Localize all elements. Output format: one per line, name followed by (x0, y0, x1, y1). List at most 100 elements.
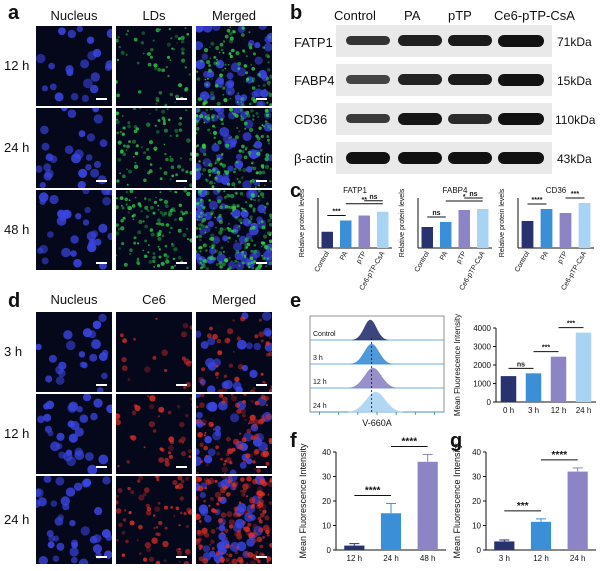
bar (321, 231, 333, 248)
protein-label-fatp1: FATP1 (294, 35, 333, 50)
y-tick-label: 40 (322, 448, 331, 457)
x-tick-label: 3 h (499, 554, 510, 563)
bar (500, 376, 517, 402)
panel-label-b: b (290, 2, 303, 24)
bar (380, 513, 402, 550)
chart-fabp4: FABP4 Relative protein levels Control PA pTP… (399, 186, 492, 290)
y-tick-label: 1000 (473, 380, 491, 389)
bar (567, 471, 588, 550)
bar (358, 215, 370, 248)
micrograph-a-nucleus-2 (36, 190, 112, 270)
micrograph-d-ce6-0 (116, 312, 192, 392)
histogram-series-label: Control (313, 331, 336, 338)
lane-label-ce6-ptp-csa: Ce6-pTP-CsA (494, 8, 575, 23)
x-tick-label: 12 h (347, 554, 363, 563)
bar (559, 213, 572, 248)
micrograph-d-ce6-2 (116, 476, 192, 564)
size-label-fabp4: 15kDa (557, 74, 592, 88)
row-label-3h: 3 h (4, 344, 23, 359)
bar (578, 203, 591, 248)
micrograph-d-merged-1 (196, 394, 272, 474)
micrograph-a-nucleus-0 (36, 26, 112, 106)
col-header-ce6: Ce6 (142, 292, 166, 307)
x-tick-label: pTP (557, 250, 570, 265)
size-label-beta-actin: 43kDa (557, 152, 592, 166)
bar (421, 227, 433, 248)
chart-fatp1: FATP1 Relative protein levels Control PA pTP… (299, 186, 392, 290)
row-label-12h-d: 12 h (4, 426, 30, 441)
protein-label-fabp4: FABP4 (294, 73, 335, 88)
panel-label-a: a (8, 2, 20, 24)
y-axis-label: Mean Fluorescence Intensity (298, 443, 308, 559)
x-tick-label: pTP (455, 250, 468, 265)
row-label-12h: 12 h (4, 58, 30, 73)
panel-label-g: g (450, 430, 463, 452)
bar (575, 332, 592, 402)
significance-label: *** (567, 321, 575, 328)
significance-label: ns (369, 194, 377, 201)
y-tick-label: 20 (322, 497, 331, 506)
panel-label-e: e (290, 290, 302, 312)
significance-label: ns (517, 361, 525, 368)
micrograph-a-lds-2 (116, 190, 192, 270)
x-axis-label: V-660A (362, 418, 392, 428)
blot-fabp4 (336, 64, 552, 96)
y-tick-label: 40 (472, 448, 481, 457)
histogram-series-label: 12 h (313, 379, 327, 386)
significance-label: ns (432, 210, 440, 217)
bar (477, 209, 489, 248)
y-tick-label: 10 (472, 522, 481, 531)
panel-label-f: f (290, 430, 297, 452)
panel-label-c: c (290, 180, 302, 202)
y-tick-label: 2000 (473, 361, 491, 370)
significance-label: **** (402, 436, 418, 447)
col-header-nucleus-d: Nucleus (50, 292, 98, 307)
y-axis-label: Mean Fluorescence Intensity (452, 443, 462, 559)
histogram-peak (348, 367, 398, 389)
x-tick-label: Control (514, 250, 532, 273)
micrograph-a-lds-0 (116, 26, 192, 106)
significance-label: *** (517, 501, 529, 512)
chart-title: FATP1 (343, 186, 367, 195)
bar (521, 221, 534, 248)
micrograph-d-nucleus-0 (36, 312, 112, 392)
bar (458, 210, 470, 248)
bar (540, 209, 553, 248)
y-tick-label: 0 (327, 546, 332, 555)
y-tick-label: 30 (472, 473, 481, 482)
bar (440, 222, 452, 248)
significance-label: *** (571, 191, 579, 198)
x-tick-label: Control (414, 250, 432, 273)
significance-label: **** (532, 197, 543, 204)
micrograph-d-nucleus-2 (36, 476, 112, 564)
bar (530, 521, 552, 550)
col-header-nucleus: Nucleus (50, 8, 98, 23)
micrograph-a-nucleus-1 (36, 108, 112, 188)
micrograph-d-ce6-1 (116, 394, 192, 474)
x-tick-label: PA (439, 250, 450, 261)
x-tick-label: PA (339, 250, 350, 261)
micrograph-d-nucleus-1 (36, 394, 112, 474)
y-tick-label: 20 (472, 497, 481, 506)
histogram-series-label: 3 h (313, 355, 323, 362)
chart-g-bar: 0 10 20 30 40 Mean Fluorescence Intensity 3 h 1… (452, 443, 596, 563)
micrograph-a-merged-0 (196, 26, 272, 106)
micrograph-d-merged-2 (196, 476, 272, 564)
bar (377, 211, 389, 248)
histogram-series-label: 24 h (313, 403, 327, 410)
row-label-24h-d: 24 h (4, 512, 30, 527)
y-tick-label: 10 (322, 522, 331, 531)
bar (494, 541, 515, 550)
y-tick-label: 4000 (473, 324, 491, 333)
significance-label: *** (332, 209, 340, 216)
lane-label-ptp: pTP (448, 8, 472, 23)
significance-label: *** (542, 345, 550, 352)
x-tick-label: 24 h (383, 554, 399, 563)
row-label-48h: 48 h (4, 222, 30, 237)
y-tick-label: 0 (487, 398, 492, 407)
blot-fatp1 (336, 25, 552, 57)
protein-label-beta-actin: β-actin (294, 151, 334, 166)
blot-cd36 (336, 103, 552, 135)
chart-flow-histogram: Control 3 h 12 h 24 h V-660A (309, 315, 445, 428)
bar (525, 373, 542, 402)
